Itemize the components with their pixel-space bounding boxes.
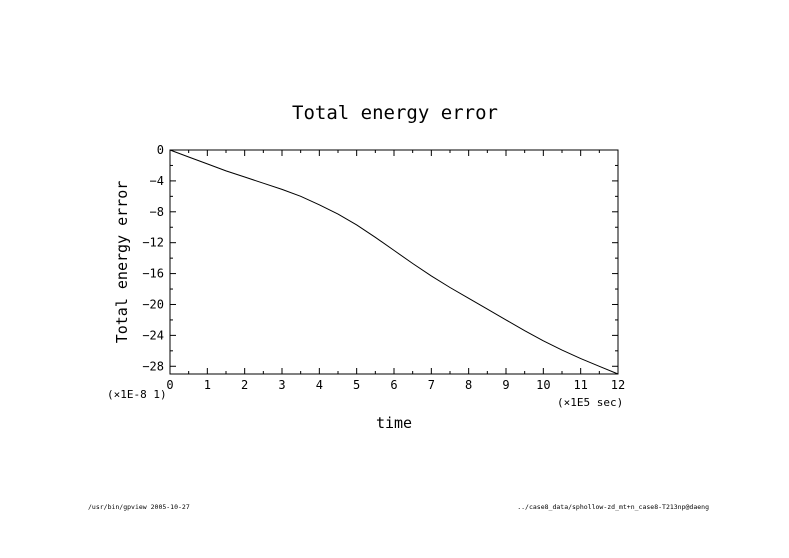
x-tick-label: 5	[353, 378, 360, 392]
x-axis: 0 1 2 3 4 5 6 7 8 9 10 11 12	[166, 150, 625, 392]
x-tick-label: 8	[465, 378, 472, 392]
y-tick-label: −4	[150, 174, 164, 188]
y-axis-label: Total energy error	[113, 181, 131, 344]
y-tick-label: 0	[157, 143, 164, 157]
x-tick-label: 12	[611, 378, 625, 392]
x-tick-label: 10	[536, 378, 550, 392]
series-line	[169, 149, 619, 375]
y-tick-label: −24	[142, 328, 164, 342]
x-tick-label: 1	[204, 378, 211, 392]
y-scale-label: (×1E-8 1)	[107, 388, 167, 401]
y-tick-label: −28	[142, 359, 164, 373]
x-tick-label: 3	[278, 378, 285, 392]
footer-right: ../case8_data/sphollow-zd_mt+n_case8-T21…	[517, 503, 709, 511]
x-tick-label: 9	[502, 378, 509, 392]
y-axis: 0 −4 −8 −12 −16 −20 −24 −28	[142, 143, 618, 373]
x-axis-label: time	[376, 414, 412, 432]
y-tick-label: −12	[142, 236, 164, 250]
x-tick-label: 0	[166, 378, 173, 392]
y-tick-label: −16	[142, 267, 164, 281]
y-tick-label: −8	[150, 205, 164, 219]
plot-frame	[169, 149, 619, 375]
x-tick-label: 6	[390, 378, 397, 392]
chart-title: Total energy error	[292, 102, 498, 124]
x-tick-label: 7	[428, 378, 435, 392]
series-group	[169, 149, 619, 375]
footer-left: /usr/bin/gpview 2005-10-27	[88, 503, 190, 511]
x-tick-label: 2	[241, 378, 248, 392]
y-tick-label: −20	[142, 297, 164, 311]
x-scale-label: (×1E5 sec)	[557, 396, 623, 409]
x-tick-label: 4	[316, 378, 323, 392]
x-tick-label: 11	[573, 378, 587, 392]
